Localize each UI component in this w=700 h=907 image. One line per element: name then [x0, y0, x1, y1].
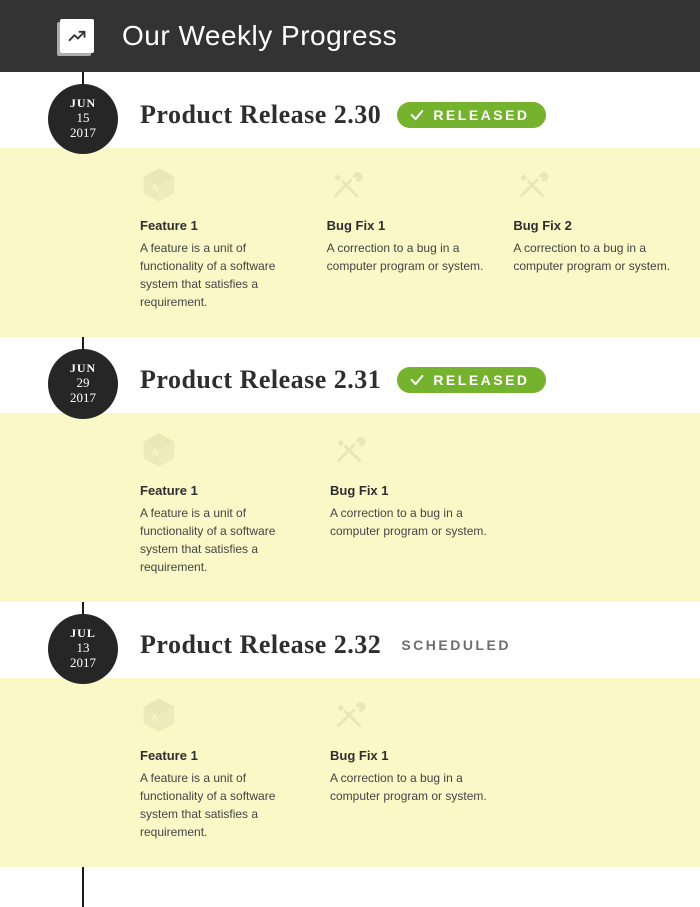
- svg-text:A: A: [151, 447, 159, 459]
- timeline: JUN 15 2017 Product Release 2.30 RELEASE…: [0, 72, 700, 907]
- tools-icon: [327, 166, 365, 204]
- status-label: SCHEDULED: [401, 637, 511, 653]
- item-desc: A feature is a unit of functionality of …: [140, 504, 310, 576]
- date-day: 13: [77, 641, 90, 656]
- status-badge: RELEASED: [397, 102, 545, 128]
- date-badge: JUL 13 2017: [48, 614, 118, 684]
- item-title: Bug Fix 1: [330, 748, 500, 763]
- date-month: JUL: [70, 627, 96, 641]
- date-badge: JUN 15 2017: [48, 84, 118, 154]
- cube-icon: A: [140, 431, 178, 469]
- items-band: A Feature 1 A feature is a unit of funct…: [0, 148, 700, 337]
- item-desc: A correction to a bug in a computer prog…: [513, 239, 680, 275]
- release-entry: JUN 29 2017 Product Release 2.31 RELEASE…: [0, 337, 700, 602]
- items-band: A Feature 1 A feature is a unit of funct…: [0, 678, 700, 867]
- check-icon: [409, 372, 425, 388]
- tools-icon: [330, 696, 368, 734]
- status-badge: SCHEDULED: [397, 632, 527, 658]
- item-title: Feature 1: [140, 748, 310, 763]
- item-title: Feature 1: [140, 218, 307, 233]
- item-desc: A correction to a bug in a computer prog…: [327, 239, 494, 275]
- release-item: Bug Fix 1 A correction to a bug in a com…: [327, 166, 494, 311]
- status-label: RELEASED: [433, 107, 529, 123]
- release-item: A Feature 1 A feature is a unit of funct…: [140, 431, 310, 576]
- item-title: Bug Fix 1: [330, 483, 500, 498]
- tools-icon: [513, 166, 551, 204]
- release-title: Product Release 2.30: [140, 100, 381, 130]
- date-day: 29: [77, 376, 90, 391]
- date-month: JUN: [70, 362, 96, 376]
- page-title: Our Weekly Progress: [122, 20, 397, 52]
- release-entry: JUN 15 2017 Product Release 2.30 RELEASE…: [0, 72, 700, 337]
- release-entry: JUL 13 2017 Product Release 2.32 SCHEDUL…: [0, 602, 700, 867]
- cube-icon: A: [140, 166, 178, 204]
- date-month: JUN: [70, 97, 96, 111]
- svg-text:A: A: [151, 182, 159, 194]
- date-year: 2017: [70, 126, 96, 141]
- cube-icon: A: [140, 696, 178, 734]
- release-title: Product Release 2.31: [140, 365, 381, 395]
- item-title: Bug Fix 1: [327, 218, 494, 233]
- item-desc: A feature is a unit of functionality of …: [140, 769, 310, 841]
- item-desc: A correction to a bug in a computer prog…: [330, 504, 500, 540]
- item-title: Feature 1: [140, 483, 310, 498]
- header: Our Weekly Progress: [0, 0, 700, 72]
- status-label: RELEASED: [433, 372, 529, 388]
- release-title: Product Release 2.32: [140, 630, 381, 660]
- release-item: A Feature 1 A feature is a unit of funct…: [140, 166, 307, 311]
- chart-document-icon: [60, 19, 94, 53]
- tools-icon: [330, 431, 368, 469]
- date-day: 15: [77, 111, 90, 126]
- check-icon: [409, 107, 425, 123]
- item-desc: A correction to a bug in a computer prog…: [330, 769, 500, 805]
- release-item: Bug Fix 2 A correction to a bug in a com…: [513, 166, 680, 311]
- date-year: 2017: [70, 391, 96, 406]
- svg-text:A: A: [151, 712, 159, 724]
- date-year: 2017: [70, 656, 96, 671]
- release-item: Bug Fix 1 A correction to a bug in a com…: [330, 431, 500, 576]
- status-badge: RELEASED: [397, 367, 545, 393]
- release-item: Bug Fix 1 A correction to a bug in a com…: [330, 696, 500, 841]
- items-band: A Feature 1 A feature is a unit of funct…: [0, 413, 700, 602]
- item-title: Bug Fix 2: [513, 218, 680, 233]
- date-badge: JUN 29 2017: [48, 349, 118, 419]
- release-item: A Feature 1 A feature is a unit of funct…: [140, 696, 310, 841]
- item-desc: A feature is a unit of functionality of …: [140, 239, 307, 311]
